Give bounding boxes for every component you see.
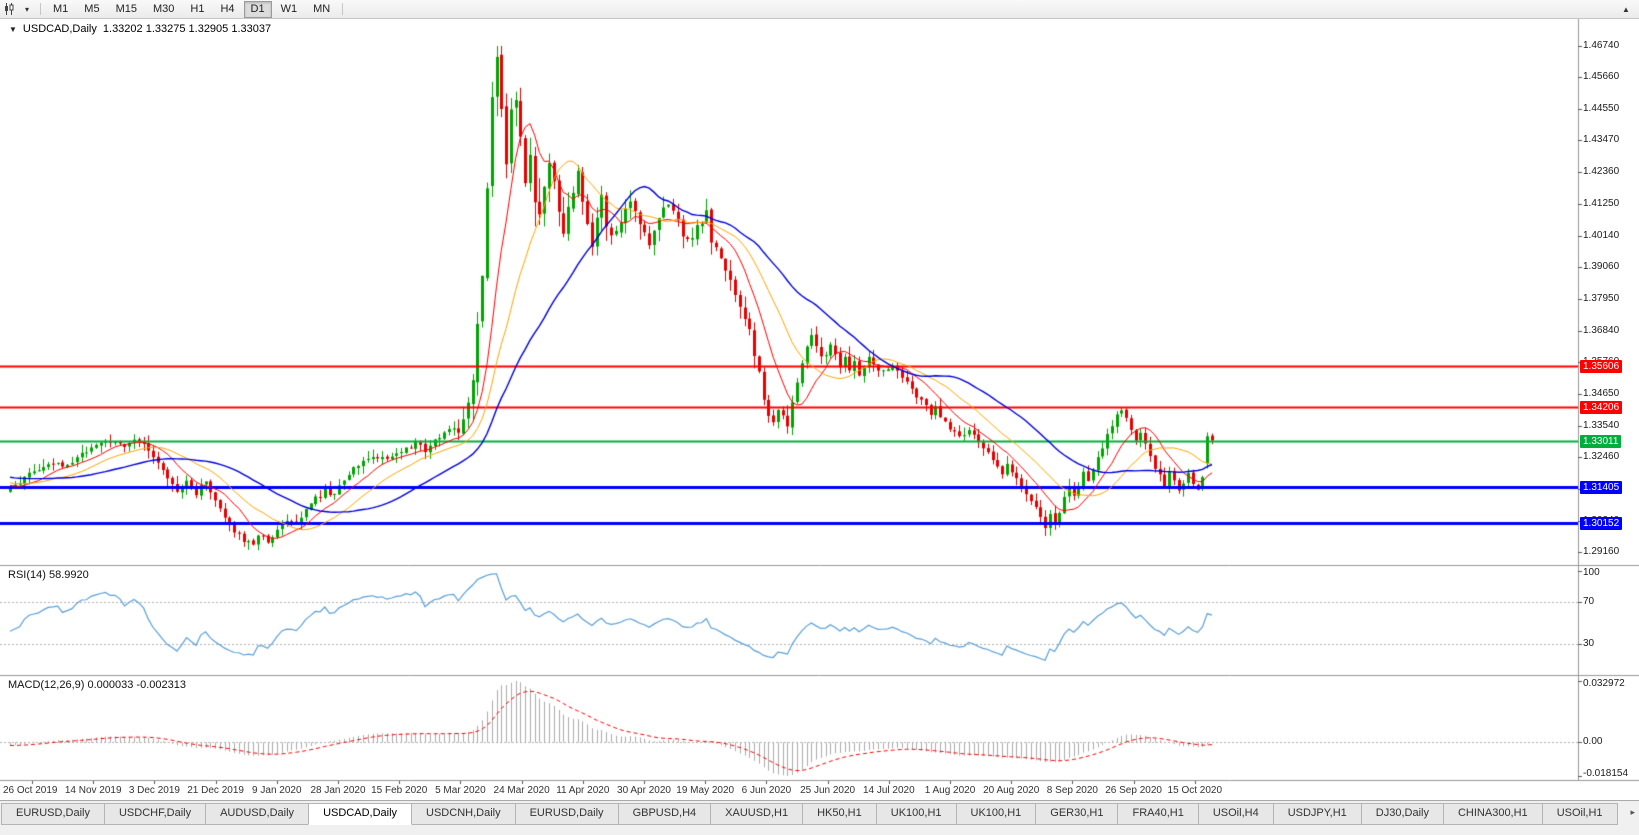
price-level-tag: 1.34206 bbox=[1580, 401, 1623, 414]
chart-tab-ger30-h1[interactable]: GER30,H1 bbox=[1035, 803, 1119, 825]
timeframe-button-m15[interactable]: M15 bbox=[115, 2, 137, 15]
timeframe-button-h4[interactable]: H4 bbox=[220, 2, 235, 15]
chart-tab-uk100-h1[interactable]: UK100,H1 bbox=[955, 803, 1037, 825]
chart-tabs: EURUSD,Daily USDCHF,Daily AUDUSD,Daily USDC… bbox=[0, 801, 1639, 825]
chart-tab-hk50-h1[interactable]: HK50,H1 bbox=[802, 803, 877, 825]
triangle-up-icon[interactable]: ▲ bbox=[1622, 4, 1630, 14]
price-axis-label: 1.46740 bbox=[1583, 40, 1620, 51]
chart-tab-fra40-h1[interactable]: FRA40,H1 bbox=[1117, 803, 1199, 825]
chart-tab-xauusd-h1[interactable]: XAUUSD,H1 bbox=[710, 803, 804, 825]
chart-tab-eurusd-daily[interactable]: EURUSD,Daily bbox=[514, 803, 619, 825]
price-axis-label: 1.39060 bbox=[1583, 261, 1620, 273]
date-axis-label: 8 Sep 2020 bbox=[1046, 785, 1098, 796]
price-axis-label: 1.43470 bbox=[1583, 134, 1620, 146]
caret-down-icon[interactable]: ▾ bbox=[24, 4, 29, 14]
price-axis-label: 1.42360 bbox=[1583, 166, 1620, 178]
date-axis-label: 19 May 2020 bbox=[676, 785, 735, 796]
price-axis-label: 1.34650 bbox=[1583, 387, 1620, 399]
date-axis-label: 25 Jun 2020 bbox=[800, 785, 856, 796]
date-axis-label: 15 Oct 2020 bbox=[1167, 785, 1223, 796]
macd-axis-label: 0.032972 bbox=[1583, 678, 1625, 689]
macd-axis-label: -0.018154 bbox=[1583, 768, 1629, 779]
date-axis-label: 11 Apr 2020 bbox=[556, 785, 610, 796]
date-axis-label: 9 Jan 2020 bbox=[252, 785, 302, 796]
date-axis-label: 15 Feb 2020 bbox=[371, 785, 428, 796]
date-axis-label: 14 Nov 2019 bbox=[64, 785, 122, 796]
macd-axis-label: 0.00 bbox=[1583, 736, 1603, 748]
date-axis-label: 3 Dec 2019 bbox=[128, 785, 180, 796]
price-level-tag: 1.31405 bbox=[1580, 481, 1623, 494]
chart-tab-usdchf-daily[interactable]: USDCHF,Daily bbox=[103, 803, 207, 825]
date-axis-label: 28 Jan 2020 bbox=[310, 785, 366, 796]
chart-tab-usdcad-daily[interactable]: USDCAD,Daily bbox=[308, 803, 413, 825]
price-axis-label: 1.33540 bbox=[1583, 419, 1620, 431]
price-axis-label: 1.44550 bbox=[1583, 103, 1620, 115]
chart-ohlc-values: 1.33202 1.33275 1.32905 1.33037 bbox=[102, 23, 272, 35]
date-axis-label: 26 Oct 2019 bbox=[3, 785, 58, 796]
chart-tab-china300-h1[interactable]: CHINA300,H1 bbox=[1442, 803, 1543, 825]
chart-canvas[interactable] bbox=[0, 0, 1639, 800]
top-toolbar: ▾ M1 M5 M15 M30 H1 H4 D1 W1 MN ▲ bbox=[0, 0, 1639, 19]
price-level-tag: 1.35606 bbox=[1580, 360, 1623, 373]
panel-splitter-macd[interactable] bbox=[0, 674, 1578, 677]
timeframe-button-h1[interactable]: H1 bbox=[190, 2, 205, 15]
timeframe-button-mn[interactable]: MN bbox=[313, 2, 331, 15]
date-axis-label: 21 Dec 2019 bbox=[187, 785, 244, 796]
date-axis-label: 5 Mar 2020 bbox=[435, 785, 486, 796]
date-axis-label: 24 Mar 2020 bbox=[493, 785, 550, 796]
timeframe-button-m30[interactable]: M30 bbox=[152, 2, 175, 15]
rsi-axis-label: 70 bbox=[1583, 596, 1595, 608]
timeframe-button-m1[interactable]: M1 bbox=[53, 2, 69, 15]
price-axis-label: 1.36840 bbox=[1583, 324, 1620, 336]
rsi-indicator-label: RSI(14) 58.9920 bbox=[8, 569, 89, 581]
price-level-tag: 1.33011 bbox=[1580, 435, 1622, 448]
chart-tab-uk100-h1[interactable]: UK100,H1 bbox=[875, 803, 957, 825]
chart-header: ▼ USDCAD,Daily 1.33202 1.33275 1.32905 1… bbox=[9, 23, 271, 35]
date-axis-label: 6 Jun 2020 bbox=[741, 785, 792, 796]
rsi-axis-label: 100 bbox=[1583, 567, 1600, 578]
toolbar-separator bbox=[40, 3, 41, 15]
price-axis[interactable] bbox=[1579, 18, 1639, 780]
chart-type-candlestick-icon[interactable] bbox=[1, 2, 17, 16]
price-axis-label: 1.41250 bbox=[1583, 198, 1620, 210]
date-axis-label: 30 Apr 2020 bbox=[617, 785, 671, 796]
timeframe-button-m5[interactable]: M5 bbox=[84, 2, 100, 15]
chart-symbol-period: USDCAD,Daily bbox=[22, 23, 97, 35]
price-level-tag: 1.30152 bbox=[1580, 517, 1623, 530]
price-axis-label: 1.32460 bbox=[1583, 451, 1620, 463]
toolbar-separator bbox=[342, 3, 344, 15]
panel-splitter-rsi[interactable] bbox=[0, 564, 1578, 567]
timeframe-button-d1[interactable]: D1 bbox=[243, 0, 272, 18]
price-axis-label: 1.37950 bbox=[1583, 293, 1620, 304]
chart-tab-usoil-h4[interactable]: USOil,H4 bbox=[1197, 803, 1274, 825]
price-axis-label: 1.40140 bbox=[1583, 229, 1620, 241]
chart-tab-usdjpy-h1[interactable]: USDJPY,H1 bbox=[1272, 803, 1362, 825]
chart-tab-eurusd-daily[interactable]: EURUSD,Daily bbox=[1, 803, 105, 825]
price-axis-label: 1.29160 bbox=[1583, 546, 1620, 557]
price-axis-label: 1.45660 bbox=[1583, 71, 1620, 83]
tab-scroll-right-icon[interactable]: ▸ bbox=[1630, 807, 1635, 817]
chart-tab-audusd-daily[interactable]: AUDUSD,Daily bbox=[205, 803, 310, 825]
timeframe-buttons: M1 M5 M15 M30 H1 H4 D1 W1 MN bbox=[45, 0, 338, 18]
chart-tab-usoil-h1[interactable]: USOil,H1 bbox=[1541, 803, 1618, 825]
chart-menu-icon[interactable]: ▼ bbox=[9, 24, 17, 34]
date-axis-label: 26 Sep 2020 bbox=[1105, 785, 1162, 796]
chart-tab-gbpusd-h4[interactable]: GBPUSD,H4 bbox=[617, 803, 712, 825]
date-axis-label: 14 Jul 2020 bbox=[862, 785, 915, 796]
date-axis-label: 20 Aug 2020 bbox=[983, 785, 1040, 796]
timeframe-button-w1[interactable]: W1 bbox=[280, 2, 298, 15]
chart-tabbar: EURUSD,Daily USDCHF,Daily AUDUSD,Daily USDC… bbox=[0, 800, 1639, 835]
rsi-axis-label: 30 bbox=[1583, 637, 1595, 649]
date-axis-label: 1 Aug 2020 bbox=[924, 785, 976, 796]
chart-tab-dj30-daily[interactable]: DJ30,Daily bbox=[1360, 803, 1444, 825]
macd-indicator-label: MACD(12,26,9) 0.000033 -0.002313 bbox=[8, 679, 186, 691]
chart-tab-usdcnh-daily[interactable]: USDCNH,Daily bbox=[411, 803, 516, 825]
